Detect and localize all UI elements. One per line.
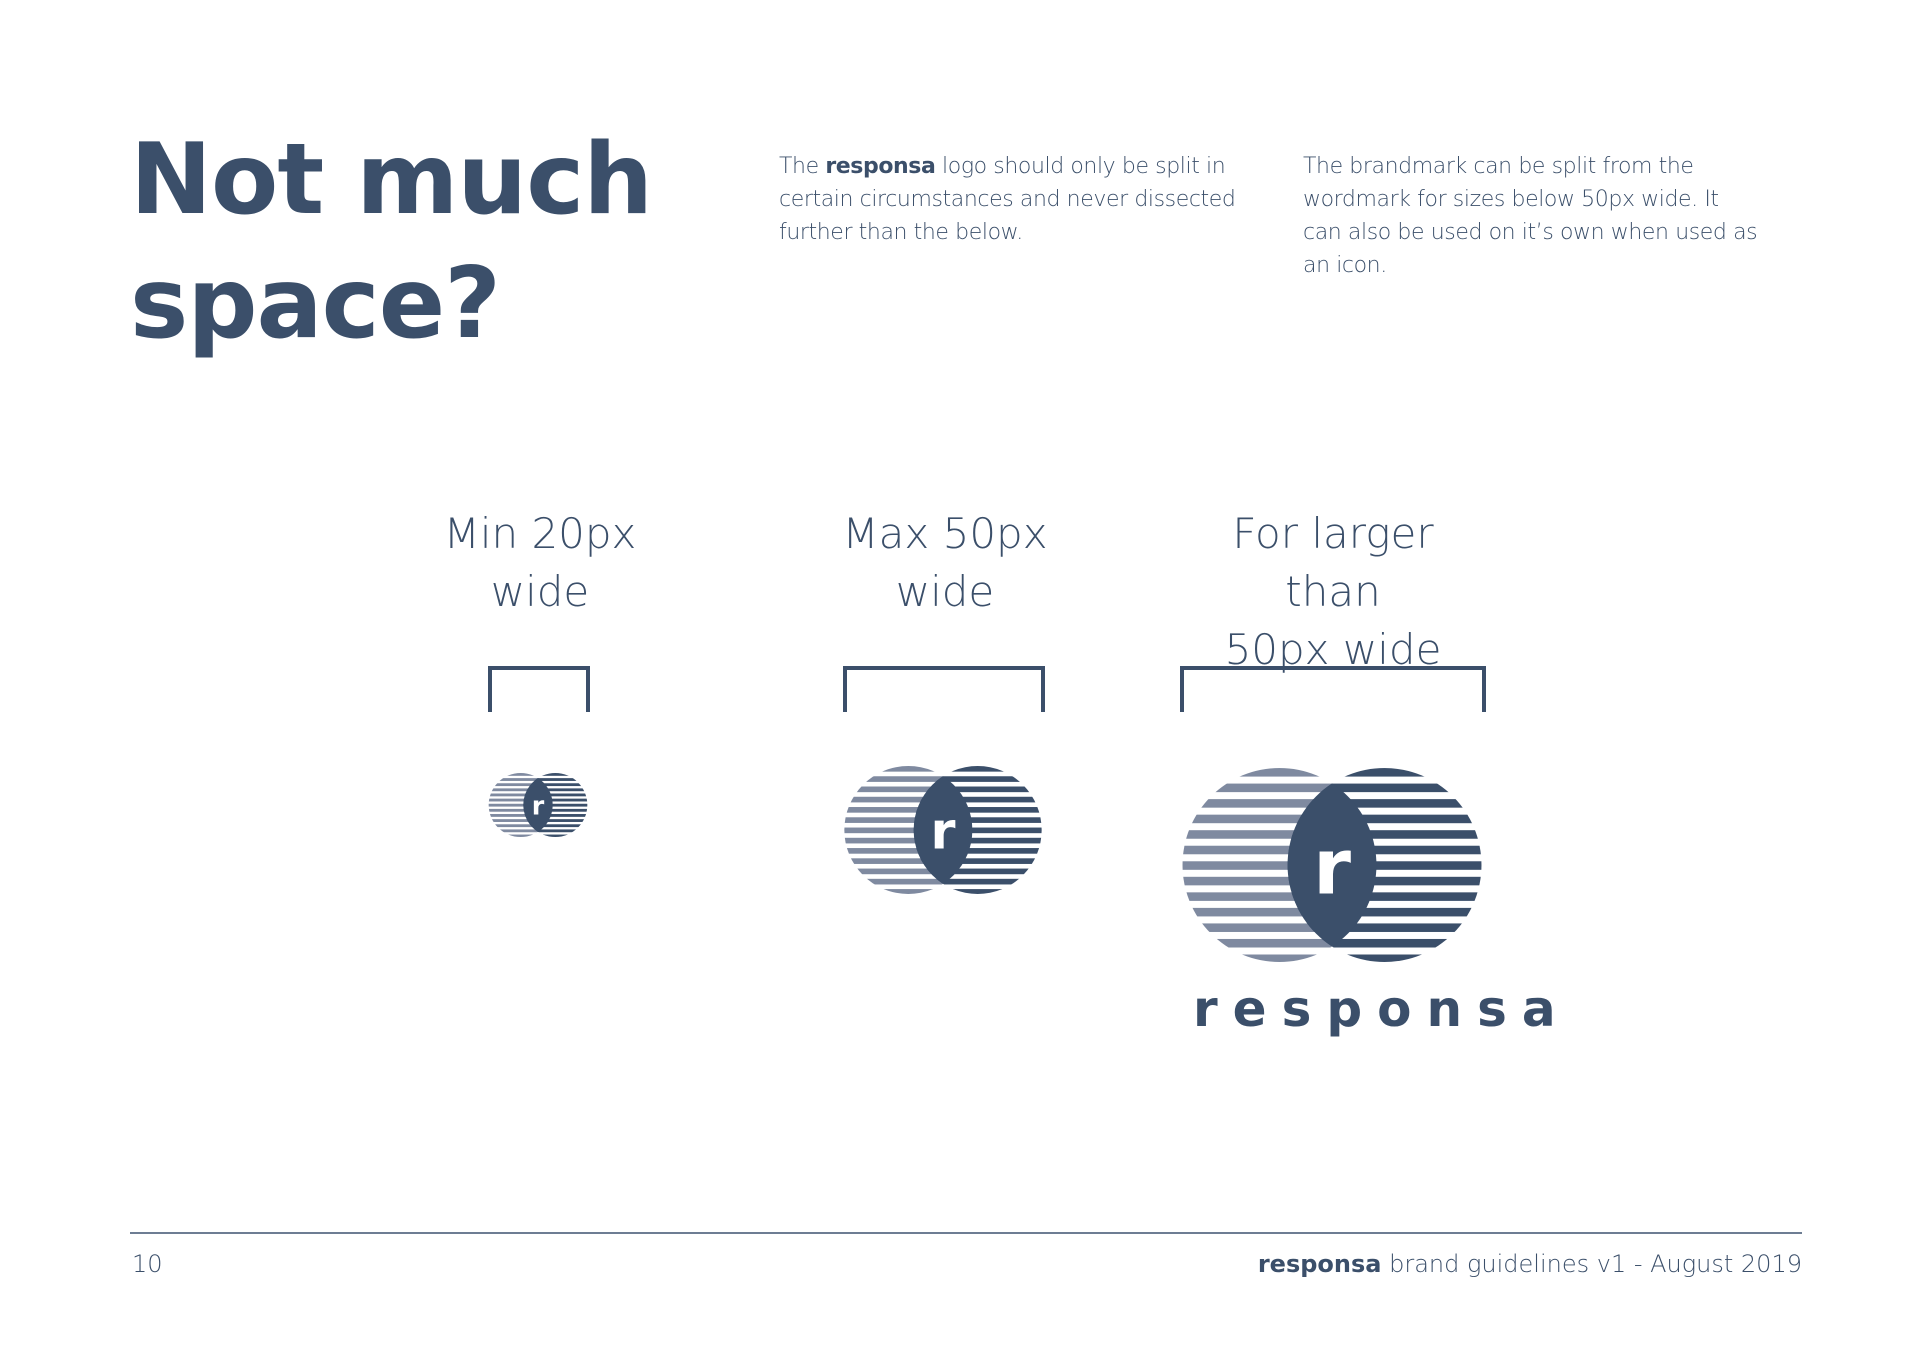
intro-paragraph-right: The brandmark can be split from the word…	[1303, 154, 1758, 278]
brandmark-letter: r	[1313, 823, 1351, 912]
size-label-max: Max 50px wide	[815, 505, 1075, 621]
brandmark-left-circle	[1182, 768, 1377, 962]
width-bracket-max	[843, 666, 1045, 712]
brandmark-right-circle	[913, 766, 1042, 894]
page-title-line-1: Not much	[130, 123, 653, 237]
brandmark-medium: r	[844, 766, 1042, 894]
brandmark-lens	[913, 766, 973, 894]
size-label-large-line-2: 50px wide	[1224, 625, 1442, 674]
width-bracket-min	[488, 666, 590, 712]
brandmark-lens	[1287, 768, 1377, 962]
brandmark-left-circle	[844, 766, 973, 894]
brandmark-letter: r	[931, 802, 956, 861]
page-number: 10	[132, 1250, 163, 1278]
brandmark-right-circle	[523, 773, 588, 837]
intro-paragraph-left: The responsa logo should only be split i…	[779, 150, 1239, 249]
brandmark-left-circle	[488, 773, 553, 837]
brandmark-lens	[523, 773, 553, 837]
intro-left-brand: responsa	[825, 154, 936, 179]
width-bracket-large	[1180, 666, 1486, 712]
logo-wordmark: responsa	[1193, 980, 1571, 1038]
footer-brand: responsa	[1257, 1250, 1382, 1278]
brandmark-letter: r	[532, 790, 545, 820]
page-title-line-2: space?	[130, 247, 501, 361]
size-label-large-line-1: For larger than	[1232, 509, 1434, 616]
size-label-max-line-1: Max 50px	[842, 509, 1048, 558]
size-label-min: Min 20px wide	[420, 505, 660, 621]
brandmark-large: r	[1182, 768, 1482, 962]
intro-left-before: The	[779, 154, 819, 179]
page-title: Not much space?	[130, 118, 653, 366]
brandmark-small: r	[488, 773, 588, 837]
size-label-max-line-2: wide	[895, 567, 995, 616]
footer-text: brand guidelines v1 - August 2019	[1389, 1250, 1802, 1278]
brandmark-right-circle	[1287, 768, 1482, 962]
size-label-min-line-2: wide	[490, 567, 590, 616]
footer-credit: responsa brand guidelines v1 - August 20…	[1258, 1250, 1802, 1278]
footer-divider	[130, 1232, 1802, 1234]
size-label-large: For larger than 50px wide	[1180, 505, 1486, 679]
size-label-min-line-1: Min 20px	[443, 509, 637, 558]
intro-left-after: logo should only be split in certain cir…	[779, 154, 1236, 245]
